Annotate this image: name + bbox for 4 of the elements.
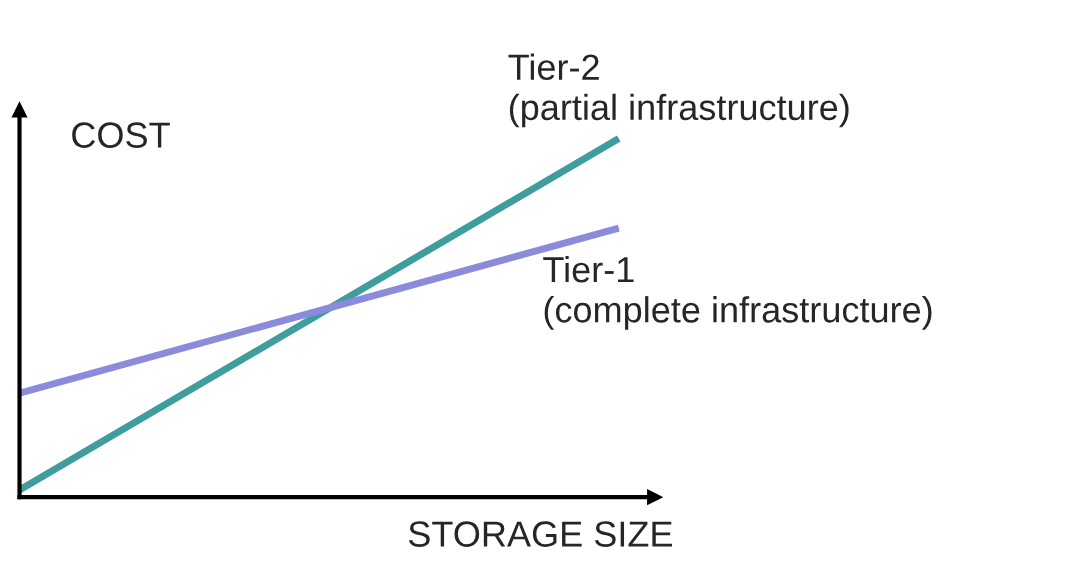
series-label: Tier-1 (complete infrastructure) bbox=[543, 255, 932, 330]
y-axis-title: COST bbox=[72, 122, 170, 148]
series-label: Tier-2 (partial infrastructure) bbox=[508, 53, 849, 128]
x-axis-title: STORAGE SIZE bbox=[408, 521, 672, 547]
